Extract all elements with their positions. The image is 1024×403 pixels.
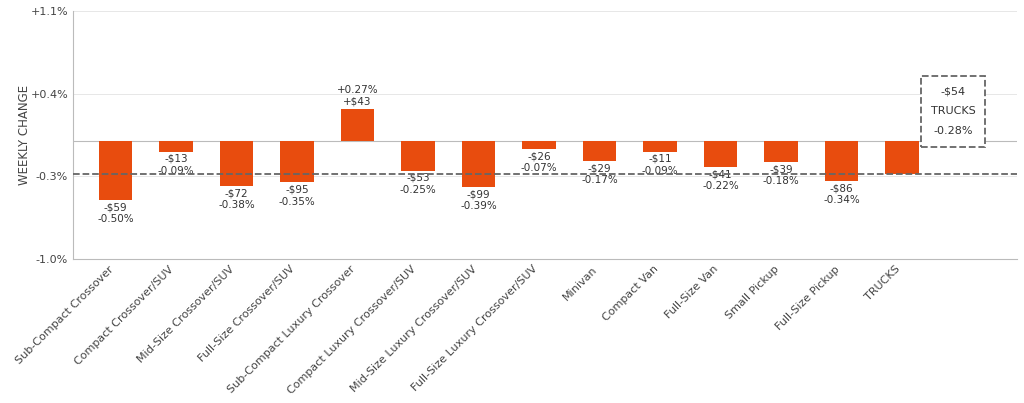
Bar <box>522 141 556 149</box>
Text: -0.34%: -0.34% <box>823 195 860 205</box>
Bar <box>281 141 313 182</box>
Text: -$72: -$72 <box>224 188 248 198</box>
Text: -0.50%: -0.50% <box>97 214 134 224</box>
Text: -0.09%: -0.09% <box>158 166 195 176</box>
Bar <box>643 141 677 152</box>
Text: -0.07%: -0.07% <box>520 163 557 173</box>
Text: -$26: -$26 <box>527 152 551 162</box>
Text: TRUCKS: TRUCKS <box>931 106 976 116</box>
Text: -$86: -$86 <box>829 183 853 193</box>
Text: -0.28%: -0.28% <box>934 126 973 136</box>
Bar <box>703 141 737 167</box>
Text: -0.25%: -0.25% <box>399 185 436 195</box>
Text: -$53: -$53 <box>407 173 430 183</box>
Text: -$39: -$39 <box>769 164 793 174</box>
Text: -$29: -$29 <box>588 163 611 173</box>
Text: -$11: -$11 <box>648 154 672 164</box>
Text: -$95: -$95 <box>285 185 308 195</box>
Bar <box>159 141 193 152</box>
Text: -$13: -$13 <box>164 154 187 164</box>
Text: -0.35%: -0.35% <box>279 197 315 206</box>
FancyBboxPatch shape <box>922 76 985 147</box>
Text: -0.18%: -0.18% <box>763 177 800 187</box>
Bar <box>886 141 919 174</box>
Text: -0.38%: -0.38% <box>218 200 255 210</box>
Bar <box>764 141 798 162</box>
Bar <box>341 109 374 141</box>
Bar <box>220 141 253 186</box>
Text: -0.09%: -0.09% <box>642 166 678 176</box>
Text: -0.39%: -0.39% <box>460 201 497 211</box>
Text: -$41: -$41 <box>709 169 732 179</box>
Y-axis label: WEEKLY CHANGE: WEEKLY CHANGE <box>18 85 32 185</box>
Bar <box>401 141 434 170</box>
Text: +0.27%: +0.27% <box>337 85 378 95</box>
Bar <box>462 141 495 187</box>
Text: -$54: -$54 <box>941 87 966 97</box>
Text: -$99: -$99 <box>467 189 490 199</box>
Text: -0.22%: -0.22% <box>702 181 739 191</box>
Text: +$43: +$43 <box>343 97 372 107</box>
Bar <box>825 141 858 181</box>
Text: -0.17%: -0.17% <box>581 175 617 185</box>
Bar <box>583 141 616 161</box>
Text: -$59: -$59 <box>103 202 127 212</box>
Bar <box>98 141 132 200</box>
